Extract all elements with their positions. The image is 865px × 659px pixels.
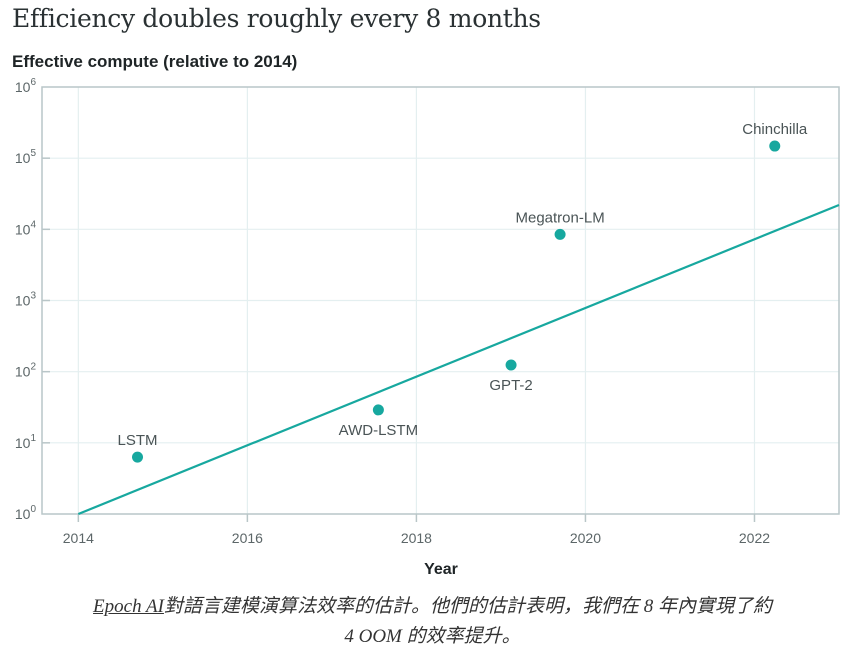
data-point-label: Chinchilla [742, 121, 808, 138]
y-tick-label: 104 [15, 219, 37, 237]
y-tick-label: 100 [15, 504, 37, 522]
data-point-label: LSTM [117, 432, 157, 449]
gridlines [42, 87, 839, 514]
plot-frame [41, 86, 840, 515]
caption-line2: 4 OOM 的效率提升。 [344, 626, 521, 647]
trend-line [77, 203, 840, 516]
x-tick-label: 2018 [401, 530, 432, 546]
x-axis-label: Year [424, 561, 458, 578]
caption: Epoch AI對語言建模演算法效率的估計。他們的估計表明，我們在 8 年內實現… [0, 592, 865, 652]
x-tick-label: 2022 [739, 530, 770, 546]
chart-title: Efficiency doubles roughly every 8 month… [12, 4, 541, 33]
data-point [554, 228, 566, 240]
x-tick-label: 2020 [570, 530, 601, 546]
data-point-label: AWD-LSTM [339, 422, 418, 439]
x-tick-label: 2016 [232, 530, 263, 546]
caption-line1: 對語言建模演算法效率的估計。他們的估計表明，我們在 8 年內實現了約 [163, 596, 772, 617]
data-point [132, 451, 144, 463]
trend-line-group [77, 203, 840, 516]
y-tick-label: 105 [15, 148, 37, 166]
x-tick-label: 2014 [63, 530, 94, 546]
data-point [769, 140, 781, 152]
y-tick-label: 102 [15, 362, 37, 380]
axes: 100 101 102 103 104 105 106 2014 2016 2018 2020 202… [15, 77, 840, 546]
data-point-label: Megatron-LM [515, 209, 604, 226]
data-point [505, 359, 517, 371]
data-point-label: GPT-2 [489, 377, 532, 394]
chart: 100 101 102 103 104 105 106 2014 2016 2018 2020 202… [15, 77, 840, 578]
points: LSTM AWD-LSTM GPT-2 Megatron-LM Chinchilla [117, 121, 808, 463]
epoch-ai-link[interactable]: Epoch AI [93, 596, 164, 617]
y-tick-label: 106 [15, 77, 37, 95]
y-tick-label: 103 [15, 291, 37, 309]
y-tick-label: 101 [15, 433, 37, 451]
chart-subtitle: Effective compute (relative to 2014) [12, 52, 298, 71]
data-point [372, 404, 384, 416]
